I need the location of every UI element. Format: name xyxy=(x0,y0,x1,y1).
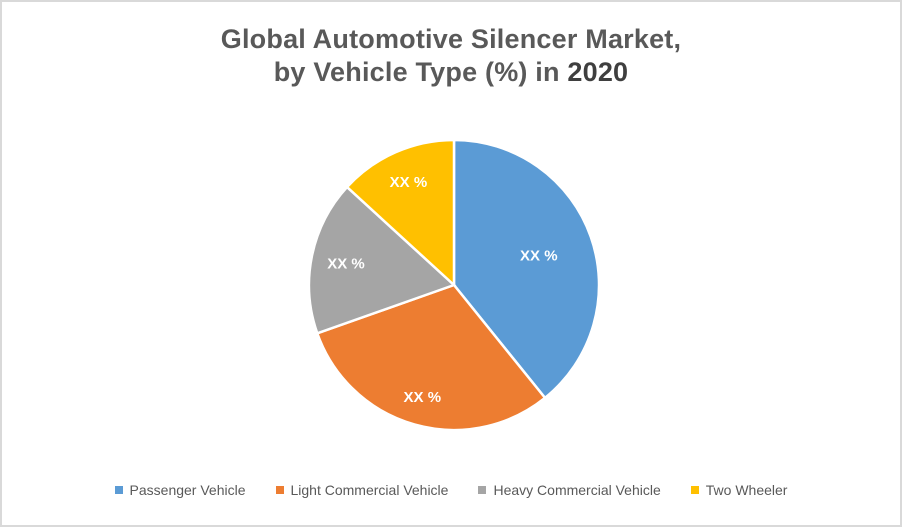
legend-marker-heavy-commercial-vehicle xyxy=(478,486,487,494)
chart-title-line2: by Vehicle Type (%) in 2020 xyxy=(2,56,900,89)
pie-slice-label-light-commercial-vehicle: XX % xyxy=(404,389,442,406)
chart-title: Global Automotive Silencer Market, by Ve… xyxy=(2,23,900,89)
legend-label: Light Commercial Vehicle xyxy=(290,482,449,498)
pie-slice-label-passenger-vehicle: XX % xyxy=(520,247,558,264)
legend-item-passenger-vehicle: Passenger Vehicle xyxy=(114,482,246,498)
legend: Passenger Vehicle Light Commercial Vehicl… xyxy=(2,482,900,498)
legend-marker-light-commercial-vehicle xyxy=(275,486,284,494)
legend-marker-two-wheeler xyxy=(690,486,699,494)
pie-slice-passenger-vehicle xyxy=(452,138,601,400)
legend-item-two-wheeler: Two Wheeler xyxy=(690,482,788,498)
legend-marker-passenger-vehicle xyxy=(114,486,123,494)
pie-slice-two-wheeler xyxy=(345,138,456,288)
pie-slice-light-commercial-vehicle xyxy=(315,283,547,432)
legend-item-heavy-commercial-vehicle: Heavy Commercial Vehicle xyxy=(478,482,661,498)
legend-label: Heavy Commercial Vehicle xyxy=(493,482,661,498)
chart-title-line2-prefix: by Vehicle Type (%) in xyxy=(273,57,568,87)
chart-title-line1: Global Automotive Silencer Market, xyxy=(220,24,682,54)
pie-slice-label-heavy-commercial-vehicle: XX % xyxy=(327,255,365,272)
pie-chart: XX % XX % XX % XX % xyxy=(307,138,601,432)
pie-slice-heavy-commercial-vehicle xyxy=(307,185,457,335)
legend-item-light-commercial-vehicle: Light Commercial Vehicle xyxy=(275,482,449,498)
chart-title-year: 2020 xyxy=(567,57,629,87)
pie-slice-label-two-wheeler: XX % xyxy=(390,174,428,191)
legend-label: Passenger Vehicle xyxy=(129,482,246,498)
legend-label: Two Wheeler xyxy=(705,482,788,498)
